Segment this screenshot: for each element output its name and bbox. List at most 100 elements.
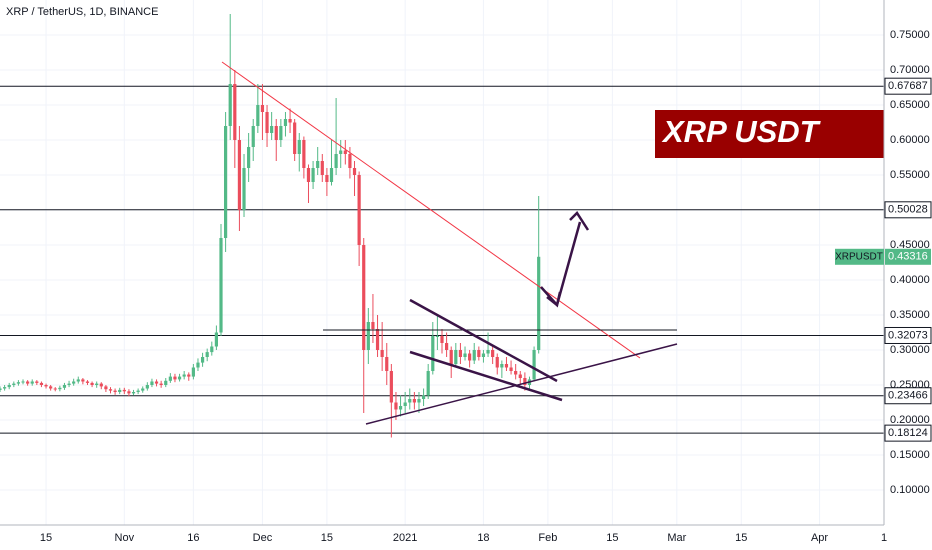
- candle-body: [481, 353, 486, 357]
- candle-body: [477, 350, 481, 357]
- level-tag: [884, 326, 932, 344]
- x-tick-label: 2021: [393, 532, 417, 544]
- candle-body: [339, 150, 343, 154]
- chart-title: XRP / TetherUS, 1D, BINANCE: [6, 6, 158, 18]
- candle-body: [274, 126, 278, 140]
- candle-body: [7, 385, 11, 388]
- candle-body: [35, 381, 39, 383]
- candle-body: [67, 383, 71, 385]
- candle-body: [523, 378, 527, 385]
- y-tick-label: 0.30000: [890, 344, 930, 356]
- candle-body: [495, 357, 499, 368]
- candle-body: [224, 126, 228, 238]
- level-label: 0.50028: [888, 204, 928, 216]
- candle-body: [0, 388, 2, 390]
- x-tick-label: Feb: [538, 532, 557, 544]
- y-tick-label: 0.65000: [890, 99, 930, 111]
- x-tick-label: Mar: [667, 532, 686, 544]
- candle-body: [435, 336, 439, 337]
- candle-body: [44, 385, 48, 387]
- wedge-line: [409, 350, 563, 402]
- candle-body: [491, 350, 495, 357]
- arrow-head: [546, 291, 562, 308]
- candle-body: [95, 383, 99, 385]
- candle-body: [357, 175, 361, 245]
- candle-body: [200, 357, 205, 363]
- x-tick-label: Dec: [253, 532, 273, 544]
- x-tick-label: Apr: [811, 532, 828, 544]
- y-tick-label: 0.75000: [890, 29, 930, 41]
- candle-body: [210, 346, 214, 353]
- candle-body: [3, 387, 7, 389]
- x-tick-label: 15: [321, 532, 333, 544]
- candle-body: [16, 382, 21, 384]
- candle-body: [509, 367, 513, 371]
- y-tick-label: 0.45000: [890, 239, 930, 251]
- x-tick-label: Nov: [115, 532, 135, 544]
- price-tag: [885, 248, 931, 265]
- y-tick-label: 0.60000: [890, 134, 930, 146]
- candle-body: [113, 390, 117, 392]
- candle-body: [39, 382, 44, 385]
- candle-body: [260, 105, 265, 112]
- candle-body: [362, 245, 366, 350]
- candle-body: [237, 140, 242, 210]
- candle-body: [205, 352, 209, 357]
- candle-body: [293, 122, 297, 154]
- candle-body: [12, 383, 16, 385]
- candle-body: [431, 336, 435, 371]
- candle-body: [242, 168, 246, 210]
- candle-body: [288, 119, 292, 123]
- candle-body: [168, 376, 172, 381]
- candle-body: [352, 168, 357, 175]
- candle-body: [182, 374, 186, 377]
- candle-body: [454, 350, 458, 364]
- candle-body: [219, 238, 223, 333]
- candle-body: [187, 374, 191, 377]
- candle-body: [343, 150, 347, 154]
- candle-body: [417, 399, 421, 403]
- candle-body: [49, 386, 53, 389]
- candle-body: [421, 395, 426, 399]
- y-tick-label: 0.40000: [890, 274, 930, 286]
- candle-body: [21, 381, 25, 383]
- x-tick-label: 15: [40, 532, 52, 544]
- candle-body: [500, 364, 504, 368]
- candle-body: [127, 391, 131, 394]
- candle-body: [141, 388, 145, 391]
- trend-line: [221, 61, 641, 359]
- candle-body: [297, 140, 301, 154]
- wedge-line: [409, 298, 558, 383]
- candle-body: [348, 154, 352, 168]
- candle-body: [104, 386, 108, 390]
- candle-body: [325, 175, 329, 182]
- level-tag: [884, 387, 932, 405]
- candle-body: [375, 329, 380, 350]
- candle-body: [468, 353, 472, 361]
- candle-body: [504, 364, 509, 368]
- candle-body: [518, 374, 522, 378]
- candle-body: [398, 406, 403, 410]
- candle-body: [173, 376, 177, 380]
- candle-body: [30, 381, 34, 384]
- candle-body: [196, 362, 200, 368]
- candle-body: [265, 112, 269, 133]
- candle-body: [72, 381, 76, 384]
- candle-body: [445, 343, 449, 350]
- symbol-tag: [835, 248, 884, 265]
- candle-body: [394, 402, 398, 410]
- y-tick-label: 0.20000: [890, 414, 930, 426]
- level-tag: [884, 201, 932, 219]
- candle-body: [90, 382, 94, 385]
- x-tick-label: 15: [735, 532, 747, 544]
- candle-body: [228, 84, 232, 126]
- axes: 15 Nov 16 Dec 15 2021 18 Feb 15 Mar 15 Apr 1 0.75000 0…: [40, 29, 932, 544]
- candle-body: [233, 84, 237, 140]
- candle-body: [251, 126, 255, 147]
- candle-body: [85, 381, 90, 383]
- candle-body: [76, 379, 80, 382]
- candles: [0, 14, 541, 438]
- candle-body: [458, 350, 463, 357]
- candle-body: [145, 385, 149, 389]
